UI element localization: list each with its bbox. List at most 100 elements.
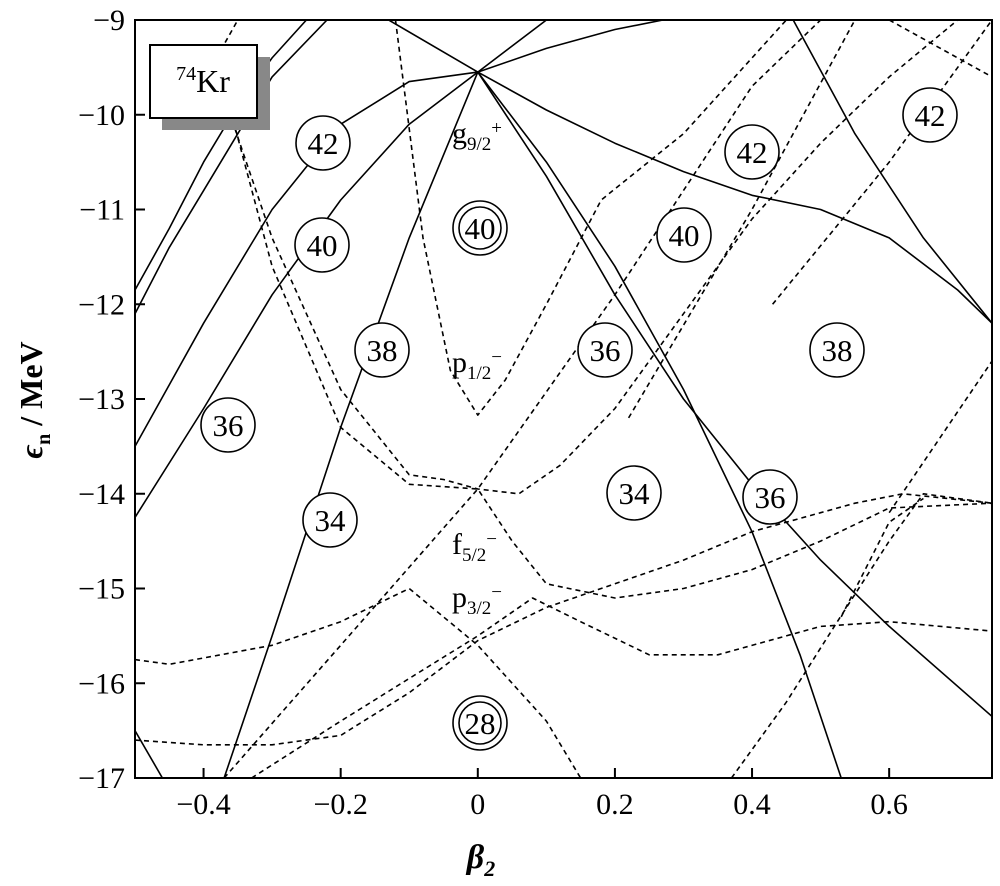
x-tick-label: −0.2 [313, 788, 367, 821]
magic-number: 42 [295, 115, 351, 171]
magic-number: 40 [294, 217, 350, 273]
overlay: −17−16−15−14−13−12−11−10−9−0.4 −0.2 0 0.2 0.… [78, 4, 958, 821]
magic-circle [577, 322, 633, 378]
x-label-subscript: 2 [483, 856, 495, 881]
inset-mass: 74 [176, 63, 196, 85]
magic-circle [606, 465, 662, 521]
x-tick-label: 0 [470, 788, 485, 821]
magic-number: 36 [200, 397, 256, 453]
magic-circle [809, 322, 865, 378]
magic-number-label: 36 [755, 480, 786, 515]
magic-circle [452, 200, 508, 256]
level-curve [135, 20, 307, 291]
level-curve [135, 493, 992, 746]
orbital-letter: p [452, 346, 467, 379]
x-tick-label: −0.4 [176, 788, 230, 821]
orbital-sub: 3/2 [467, 598, 491, 619]
magic-number: 36 [742, 469, 798, 525]
y-tick-label: −14 [78, 478, 125, 511]
magic-number-label: 42 [915, 98, 946, 133]
magic-number: 42 [724, 124, 780, 180]
inset-box [149, 44, 258, 119]
y-label-subscript: n [33, 434, 55, 445]
orbital-label: p3/2− [452, 581, 502, 619]
magic-circle [724, 124, 780, 180]
orbital-letter: f [452, 528, 462, 561]
orbital-sup: + [491, 118, 502, 139]
magic-number-label: 42 [308, 126, 339, 161]
level-curve [135, 587, 582, 778]
magic-circle [295, 115, 351, 171]
level-curve [251, 597, 992, 778]
x-tick-label: 0.4 [733, 788, 771, 821]
magic-number: 40 [656, 207, 712, 263]
level-curve [477, 71, 992, 718]
level-curve [477, 71, 842, 778]
magic-number-label: 34 [315, 503, 347, 538]
level-curve [771, 20, 992, 305]
orbital-sub: 5/2 [462, 545, 486, 566]
magic-circle [656, 207, 712, 263]
y-tick-label: −11 [79, 194, 125, 227]
y-tick-label: −13 [78, 383, 125, 416]
level-curve [477, 71, 992, 324]
x-tick-label: 0.2 [596, 788, 634, 821]
level-curve [135, 71, 478, 447]
magic-circle [742, 469, 798, 525]
magic-number-label: 36 [213, 408, 244, 443]
orbital-label: f5/2− [452, 528, 497, 566]
magic-circle [302, 492, 358, 548]
orbital-sub: 1/2 [467, 363, 491, 384]
y-tick-label: −10 [78, 99, 125, 132]
orbital-sup: − [491, 582, 502, 603]
y-tick-label: −17 [78, 762, 125, 795]
orbital-letter: g [452, 117, 467, 150]
magic-circle [452, 695, 508, 751]
level-curve [216, 20, 959, 495]
y-tick-label: −16 [78, 667, 125, 700]
level-curve [223, 71, 479, 778]
magic-number-label: 34 [619, 476, 651, 511]
y-tick-label: −9 [93, 4, 125, 37]
magic-number: 42 [902, 87, 958, 143]
orbital-letter: p [452, 581, 467, 614]
level-curve [388, 20, 547, 73]
magic-number-label: 38 [367, 333, 398, 368]
y-tick-label: −15 [78, 573, 125, 606]
level-curve [730, 493, 992, 778]
plot-frame [134, 19, 993, 779]
orbital-label: p1/2− [452, 346, 502, 384]
inset-element: Kr [196, 63, 230, 99]
magic-circle [354, 322, 410, 378]
magic-number: 38 [354, 322, 410, 378]
magic-circle-inner [458, 701, 502, 745]
y-axis-label: ϵn / MeV [13, 341, 55, 458]
level-curve [840, 497, 924, 618]
magic-number-label: 40 [307, 228, 338, 263]
magic-number-label: 28 [465, 706, 496, 741]
y-tick-label: −12 [78, 288, 125, 321]
magic-circle-inner [458, 206, 502, 250]
magic-circle [902, 87, 958, 143]
level-curve [223, 86, 992, 599]
level-curve [477, 20, 664, 73]
y-label-unit: / MeV [13, 341, 49, 433]
magic-number-label: 36 [590, 333, 621, 368]
magic-number: 38 [809, 322, 865, 378]
x-axis-label: β2 [465, 839, 495, 881]
magic-circle [200, 397, 256, 453]
magic-number-label: 40 [465, 211, 496, 246]
magic-number: 28 [452, 695, 508, 751]
orbital-label: g9/2+ [452, 117, 502, 155]
level-curve [792, 20, 992, 324]
x-tick-label: 0.6 [870, 788, 908, 821]
inset-label: 74Kr [176, 63, 230, 99]
magic-number: 36 [577, 322, 633, 378]
curves [135, 20, 992, 778]
magic-number-label: 38 [822, 333, 853, 368]
magic-number: 40 [452, 200, 508, 256]
level-curve [135, 20, 328, 315]
orbital-sup: − [486, 529, 497, 550]
orbital-sub: 9/2 [467, 134, 491, 155]
